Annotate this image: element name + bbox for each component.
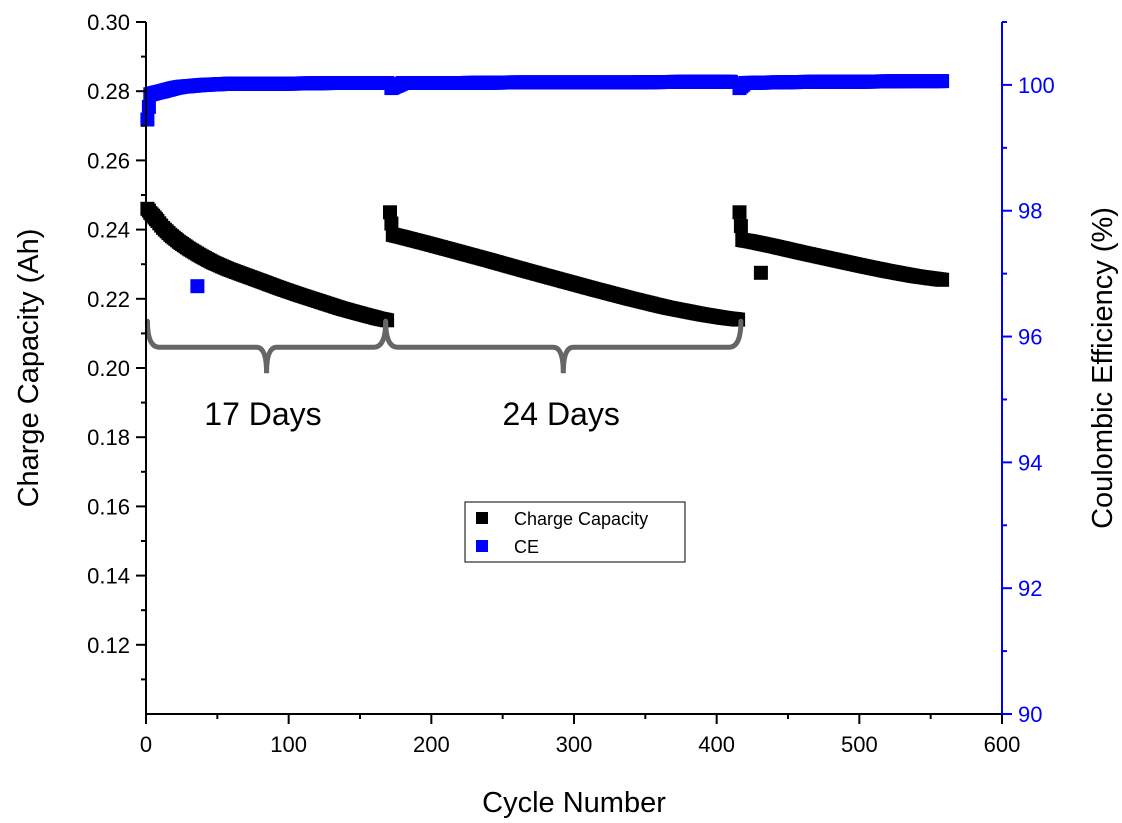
- x-tick-label: 0: [140, 732, 152, 757]
- y-left-tick-label: 0.30: [87, 10, 130, 35]
- y-left-tick-label: 0.20: [87, 356, 130, 381]
- y-right-tick-label: 98: [1018, 199, 1042, 224]
- y-right-tick-label: 100: [1018, 73, 1055, 98]
- legend-box: [464, 501, 686, 563]
- x-tick-label: 200: [413, 732, 450, 757]
- charge-capacity-point: [753, 265, 768, 280]
- charge-capacity-point: [733, 219, 748, 234]
- x-tick-label: 400: [698, 732, 735, 757]
- x-tick-label: 100: [270, 732, 307, 757]
- ce-point: [141, 99, 156, 114]
- y-left-tick-label: 0.18: [87, 425, 130, 450]
- x-tick-label: 300: [556, 732, 593, 757]
- y-left-tick-label: 0.26: [87, 148, 130, 173]
- ce-point: [140, 112, 155, 127]
- y-left-tick-label: 0.16: [87, 494, 130, 519]
- y-left-tick-label: 0.12: [87, 633, 130, 658]
- y-left-tick-label: 0.14: [87, 564, 130, 589]
- legend-swatch-charge-capacity: [476, 512, 488, 524]
- bracket-1: [144, 318, 389, 374]
- y-right-tick-label: 90: [1018, 702, 1042, 727]
- x-tick-label: 600: [984, 732, 1021, 757]
- charge-capacity-point: [384, 216, 399, 231]
- y-left-tick-label: 0.28: [87, 79, 130, 104]
- y-right-tick-label: 96: [1018, 325, 1042, 350]
- bracket-2: [383, 318, 744, 374]
- annotation-2: 24 Days: [502, 396, 619, 432]
- legend-swatch-ce: [476, 540, 488, 552]
- charge-capacity-point: [935, 272, 950, 287]
- y-right-tick-label: 92: [1018, 576, 1042, 601]
- charge-capacity-point: [383, 205, 397, 220]
- y-right-axis-title: Coulombic Efficiency (%): [1087, 207, 1119, 529]
- x-tick-label: 500: [841, 732, 878, 757]
- ce-point: [935, 74, 950, 89]
- legend-label-ce: CE: [514, 537, 539, 557]
- y-left-tick-label: 0.24: [87, 218, 130, 243]
- y-left-tick-label: 0.22: [87, 287, 130, 312]
- y-left-axis-title: Charge Capacity (Ah): [13, 229, 45, 508]
- legend: Charge Capacity CE: [464, 501, 686, 563]
- legend-label-charge-capacity: Charge Capacity: [514, 509, 648, 529]
- x-axis-title: Cycle Number: [482, 787, 666, 819]
- annotation-1: 17 Days: [204, 396, 321, 432]
- charge-capacity-point: [732, 205, 747, 220]
- ce-point: [190, 279, 205, 294]
- y-right-tick-label: 94: [1018, 450, 1042, 475]
